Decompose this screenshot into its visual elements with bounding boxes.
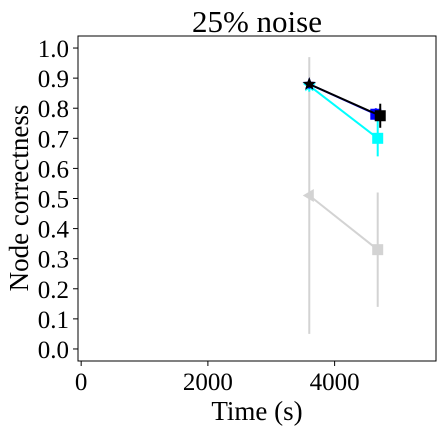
y-ticks: 0.0 0.1 0.2 0.3 0.4 0.5 0.6 0.7 0.8 0.9 1.0 bbox=[38, 36, 78, 364]
series-1 bbox=[302, 57, 384, 334]
y-tick-label: 0.4 bbox=[38, 217, 70, 244]
y-tick-label: 0.2 bbox=[38, 277, 69, 304]
x-ticks: 0 2000 4000 bbox=[75, 361, 360, 396]
square-marker bbox=[372, 132, 384, 144]
series-line bbox=[308, 83, 381, 117]
square-marker bbox=[372, 244, 384, 256]
series-line bbox=[308, 84, 379, 140]
y-tick-label: 1.0 bbox=[38, 36, 69, 63]
x-tick-label: 2000 bbox=[183, 369, 233, 396]
y-tick-label: 0.0 bbox=[38, 337, 69, 364]
plot-frame bbox=[77, 35, 437, 362]
series-line bbox=[308, 194, 379, 251]
triangle-marker bbox=[302, 188, 314, 202]
chart-title: 25% noise bbox=[192, 4, 322, 39]
y-tick-label: 0.1 bbox=[38, 307, 69, 334]
y-tick-label: 0.9 bbox=[38, 66, 69, 93]
y-tick-label: 0.6 bbox=[38, 156, 69, 183]
y-tick-label: 0.5 bbox=[38, 187, 69, 214]
star-marker bbox=[302, 77, 316, 90]
y-tick-label: 0.3 bbox=[38, 247, 69, 274]
square-marker bbox=[374, 110, 386, 122]
y-axis-label: Node correctness bbox=[4, 105, 34, 292]
x-axis-label: Time (s) bbox=[211, 396, 302, 426]
y-tick-label: 0.7 bbox=[38, 126, 69, 153]
y-tick-label: 0.8 bbox=[38, 96, 69, 123]
x-tick-label: 4000 bbox=[310, 369, 360, 396]
x-tick-label: 0 bbox=[75, 369, 88, 396]
data-marks bbox=[302, 57, 386, 334]
series-4 bbox=[302, 77, 386, 128]
